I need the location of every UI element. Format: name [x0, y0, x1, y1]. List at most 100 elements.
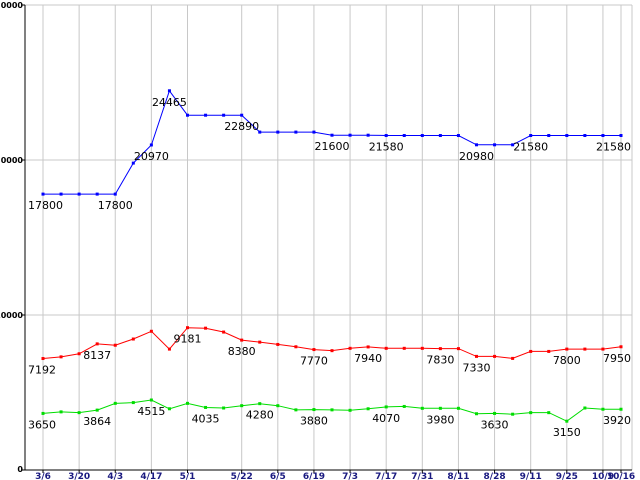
data-label: 22890 [224, 120, 259, 133]
data-point [59, 355, 63, 359]
data-label: 17800 [98, 199, 133, 212]
data-point [420, 406, 424, 410]
x-tick-label: 7/3 [342, 472, 358, 480]
data-label: 7192 [28, 364, 56, 377]
data-point [204, 405, 208, 409]
x-tick-label: 10/9 [592, 472, 614, 480]
data-point [131, 401, 135, 405]
data-point [131, 161, 135, 165]
data-point [222, 406, 226, 410]
data-point [167, 407, 171, 411]
data-point [59, 192, 63, 196]
data-point [420, 346, 424, 350]
data-point [330, 349, 334, 353]
data-point [41, 411, 45, 415]
data-point [258, 340, 262, 344]
data-point [113, 401, 117, 405]
data-point [384, 346, 388, 350]
data-point [438, 134, 442, 138]
data-point [312, 130, 316, 134]
data-point [222, 330, 226, 334]
data-point [384, 134, 388, 138]
data-point [77, 352, 81, 356]
data-point [366, 407, 370, 411]
data-label: 7950 [603, 352, 631, 365]
data-label: 21580 [369, 141, 404, 154]
data-label: 7770 [300, 355, 328, 368]
data-label: 3920 [603, 414, 631, 427]
data-point [583, 347, 587, 351]
data-point [348, 408, 352, 412]
y-tick-label: 20000 [0, 156, 23, 165]
y-tick-label: 30000 [0, 1, 23, 10]
data-point [456, 347, 460, 351]
data-point [511, 412, 515, 416]
data-point [402, 134, 406, 138]
data-label: 4280 [246, 409, 274, 422]
data-point [529, 134, 533, 138]
data-point [167, 89, 171, 93]
data-point [619, 345, 623, 349]
x-tick-label: 10/16 [607, 472, 635, 480]
x-tick-label: 5/1 [180, 472, 196, 480]
data-point [402, 404, 406, 408]
data-point [619, 407, 623, 411]
data-point [348, 133, 352, 137]
x-tick-label: 9/25 [556, 472, 578, 480]
data-point [366, 133, 370, 137]
x-tick-label: 4/3 [107, 472, 123, 480]
data-label-layer: 17800 17800 20970 24465 22890 21600 21580 20980… [28, 96, 631, 439]
data-point [456, 406, 460, 410]
data-point [565, 419, 569, 423]
data-point [59, 410, 63, 414]
data-point [204, 326, 208, 330]
data-point [95, 342, 99, 346]
data-point [601, 134, 605, 138]
data-point [77, 192, 81, 196]
data-point [95, 408, 99, 412]
data-label: 3864 [83, 415, 111, 428]
data-point [475, 143, 478, 147]
data-point [186, 401, 189, 405]
data-point [348, 346, 352, 350]
data-point [619, 134, 623, 138]
data-label: 3150 [553, 426, 581, 439]
data-point [240, 338, 244, 342]
data-point [529, 349, 533, 353]
data-point [475, 412, 478, 416]
data-point [420, 134, 424, 138]
data-label: 21580 [596, 141, 631, 154]
data-point [511, 143, 515, 147]
data-point [511, 356, 515, 360]
data-label: 8137 [83, 349, 111, 362]
data-point [529, 411, 533, 415]
data-point [601, 407, 605, 411]
data-point [583, 134, 587, 138]
data-label: 4035 [192, 412, 220, 425]
data-point [330, 408, 334, 412]
data-point [294, 345, 298, 349]
x-tick-label: 5/22 [231, 472, 253, 480]
data-point [258, 402, 262, 406]
data-point [312, 408, 316, 412]
x-tick-label: 8/11 [447, 472, 469, 480]
data-point [493, 411, 497, 415]
data-point [240, 404, 244, 408]
data-label: 20980 [459, 150, 494, 163]
data-point [475, 354, 478, 358]
x-tick-label: 3/6 [35, 472, 51, 480]
data-point [204, 113, 208, 117]
series-layer [41, 89, 623, 423]
data-point [438, 406, 442, 410]
data-label: 8380 [228, 345, 256, 358]
data-point [294, 408, 298, 412]
data-point [402, 346, 406, 350]
data-label: 4515 [137, 405, 165, 418]
data-point [547, 349, 551, 353]
data-point [149, 398, 153, 402]
data-label: 7800 [553, 354, 581, 367]
y-tick-label: 0 [17, 465, 23, 474]
data-label: 3980 [426, 413, 454, 426]
data-label: 7330 [463, 361, 491, 374]
